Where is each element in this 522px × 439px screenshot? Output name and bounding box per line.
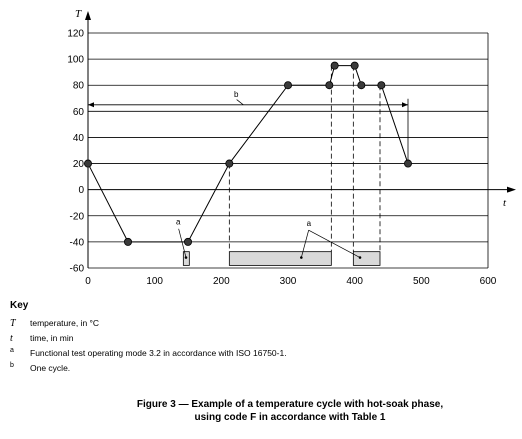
period-label-a: a xyxy=(307,219,312,228)
key-symbol: t xyxy=(10,333,13,344)
data-point xyxy=(283,81,292,90)
operating-period-box xyxy=(352,251,381,266)
data-point xyxy=(403,159,412,168)
x-tick-label: 300 xyxy=(280,276,297,287)
cycle-arrow-right xyxy=(402,102,408,108)
x-tick-label: 100 xyxy=(146,276,163,287)
data-point xyxy=(183,237,192,246)
x-tick-label: 500 xyxy=(413,276,430,287)
y-tick-label: -40 xyxy=(70,237,85,248)
caption-line-1: Figure 3 — Example of a temperature cycl… xyxy=(136,399,444,410)
key-title: Key xyxy=(10,300,29,311)
caption-line-2: using code F in accordance with Table 1 xyxy=(194,412,386,423)
key-symbol: T xyxy=(10,318,16,329)
figure-caption: Figure 3 — Example of a temperature cycl… xyxy=(90,398,490,424)
key-row-footnote-a: a Functional test operating mode 3.2 in … xyxy=(10,347,510,363)
period-dashed-lines xyxy=(228,65,381,252)
y-tick-label: -20 xyxy=(70,211,85,222)
axes xyxy=(85,11,516,268)
cycle-label-b: b xyxy=(234,90,239,99)
cycle-span: b xyxy=(88,90,409,164)
key-legend: Key T temperature, in °C t time, in min … xyxy=(10,300,510,378)
key-symbol: a xyxy=(10,347,14,354)
y-axis-arrow xyxy=(85,11,91,20)
y-tick-label: -60 xyxy=(70,264,85,275)
data-point xyxy=(330,61,339,70)
key-text: time, in min xyxy=(30,333,74,343)
period-leader-dot xyxy=(184,256,188,259)
data-point xyxy=(84,159,93,168)
y-tick-label: 40 xyxy=(73,133,85,144)
x-tick-label: 200 xyxy=(213,276,230,287)
x-tick-label: 600 xyxy=(480,276,497,287)
x-tick-label: 400 xyxy=(346,276,363,287)
x-axis-arrow xyxy=(507,186,516,193)
data-point xyxy=(225,159,234,168)
key-row-footnote-b: b One cycle. xyxy=(10,362,510,378)
period-leader xyxy=(308,229,361,258)
x-axis-symbol: t xyxy=(503,197,507,209)
key-text: Functional test operating mode 3.2 in ac… xyxy=(30,348,287,358)
x-tick-label: 0 xyxy=(85,276,91,287)
period-leader-dot xyxy=(358,256,362,259)
data-point xyxy=(124,237,133,246)
y-axis-symbol: T xyxy=(75,8,82,20)
data-point xyxy=(325,81,334,90)
cycle-leader xyxy=(236,99,244,106)
period-leader xyxy=(300,230,310,258)
grid-lines xyxy=(88,32,489,269)
data-point xyxy=(357,81,366,90)
period-label-a: a xyxy=(176,217,181,226)
y-tick-label: 20 xyxy=(73,159,85,170)
period-leader xyxy=(178,228,187,258)
key-row-time: t time, in min xyxy=(10,333,510,348)
y-tick-label: 80 xyxy=(73,81,85,92)
operating-period-box xyxy=(228,251,332,266)
key-text: One cycle. xyxy=(30,363,71,373)
cycle-arrow-left xyxy=(88,102,94,108)
period-leader-dot xyxy=(300,256,303,259)
y-tick-label: 100 xyxy=(67,55,84,66)
key-text: temperature, in °C xyxy=(30,318,100,328)
data-point xyxy=(350,61,359,70)
y-tick-label: 120 xyxy=(67,29,84,40)
data-points xyxy=(84,61,412,246)
y-tick-label: 0 xyxy=(78,185,84,196)
data-point xyxy=(377,81,386,90)
y-tick-label: 60 xyxy=(73,107,85,118)
key-symbol: b xyxy=(10,362,14,369)
key-row-temperature: T temperature, in °C xyxy=(10,318,510,333)
